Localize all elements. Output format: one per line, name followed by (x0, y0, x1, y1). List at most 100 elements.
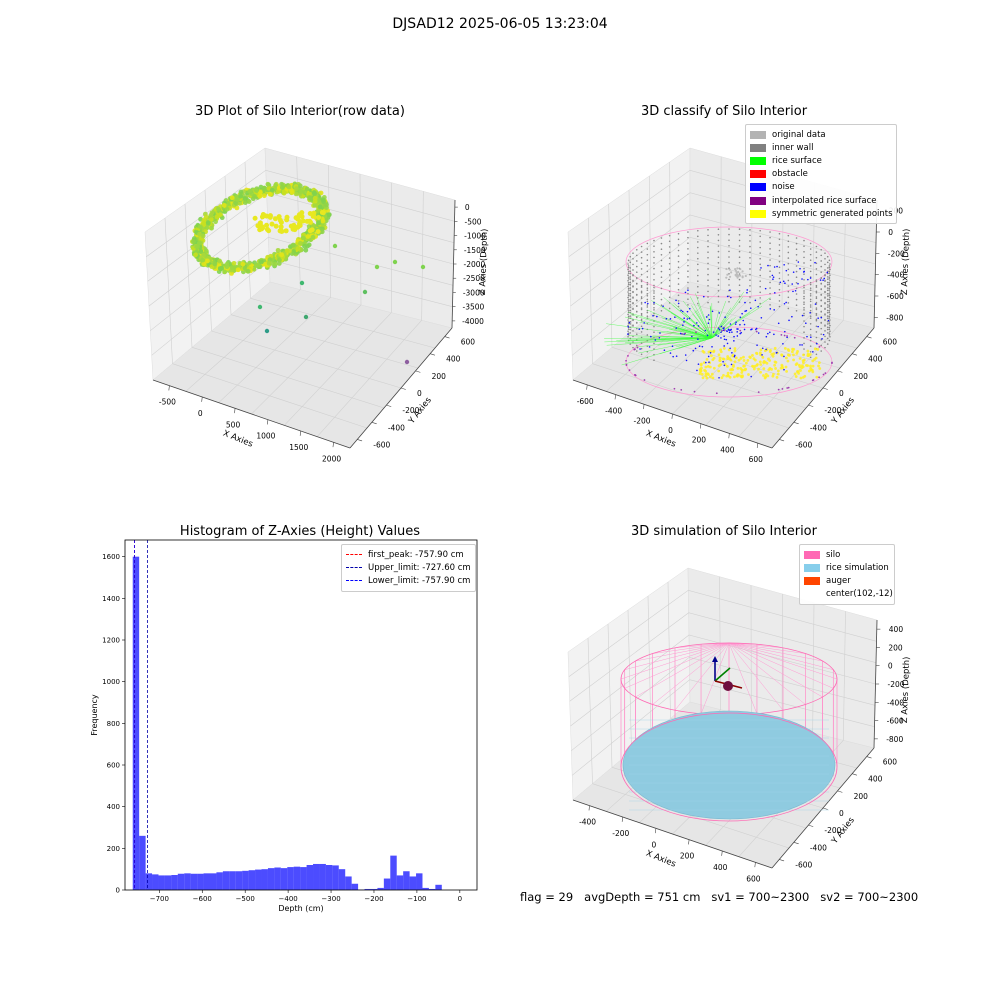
inner-wall-point (660, 242, 663, 245)
inner-wall-point (629, 261, 632, 264)
inner-wall-point (749, 279, 751, 281)
inner-wall-point (778, 294, 781, 297)
inner-wall-point (653, 267, 655, 270)
inner-wall-point (759, 257, 761, 260)
inner-wall-point (627, 265, 630, 267)
data-point (235, 197, 240, 202)
inner-wall-point (668, 290, 671, 293)
data-point (316, 215, 322, 221)
inner-wall-point (627, 274, 629, 277)
inner-wall-point (749, 234, 751, 237)
inner-wall-point (778, 266, 781, 269)
inner-wall-point (653, 278, 655, 281)
inner-wall-point (815, 284, 818, 287)
inner-wall-point (687, 304, 689, 306)
tick-mark (779, 859, 785, 862)
inner-wall-point (803, 290, 805, 292)
inner-wall-point (697, 257, 699, 260)
data-point (315, 229, 321, 235)
inner-wall-point (646, 259, 649, 262)
inner-wall-point (787, 285, 790, 287)
data-point (229, 270, 234, 276)
inner-wall-point (778, 255, 781, 257)
data-point (209, 225, 214, 231)
inner-wall-point (677, 238, 680, 241)
data-point (229, 265, 235, 271)
x-tick-label: -600 (577, 397, 594, 406)
x-tick-label: 0 (652, 840, 657, 849)
classify-plot-title: 3D classify of Silo Interior (640, 104, 808, 119)
inner-wall-point (668, 285, 671, 287)
inner-wall-point (640, 290, 643, 293)
data-point (283, 228, 289, 234)
figure-title: DJSAD12 2025-06-05 13:23:04 (392, 16, 608, 32)
inner-wall-point (809, 287, 812, 290)
data-point (201, 261, 207, 267)
inner-wall-point (687, 236, 689, 239)
inner-wall-point (629, 267, 632, 269)
inner-wall-point (697, 235, 699, 238)
data-point (286, 184, 292, 190)
inner-wall-point (632, 263, 634, 266)
inner-wall-point (653, 273, 655, 275)
inner-wall-point (778, 305, 781, 308)
inner-wall-point (769, 298, 771, 301)
data-point (272, 216, 278, 222)
x-tick-label: 400 (713, 863, 728, 872)
inner-wall-point (803, 256, 805, 259)
y-tick-label: 0 (417, 389, 422, 398)
inner-wall-point (627, 281, 630, 284)
inner-wall-point (749, 251, 751, 253)
inner-wall-point (627, 268, 629, 271)
legend-label: silo (826, 549, 841, 560)
inner-wall-point (815, 262, 818, 265)
inner-wall-point (738, 228, 741, 230)
inner-wall-point (769, 253, 771, 256)
inner-wall-point (728, 278, 730, 281)
z-tick-label: -600 (887, 292, 904, 301)
inner-wall-point (627, 285, 629, 288)
histogram-title: Histogram of Z-Axies (Height) Values (179, 524, 421, 539)
y-tick-label: -400 (388, 423, 405, 432)
data-point (291, 222, 297, 228)
z-axis-label: Z Axies (Depth) (900, 228, 912, 295)
inner-wall-point (660, 293, 663, 295)
inner-wall-point (668, 234, 671, 237)
x-tick-label: 200 (692, 436, 707, 445)
inner-wall-point (728, 256, 730, 258)
inner-wall-point (697, 274, 699, 277)
z-tick-label: 0 (888, 228, 893, 237)
data-point (257, 190, 263, 195)
inner-wall-point (668, 240, 671, 243)
inner-wall-point (769, 270, 771, 273)
inner-wall-point (815, 279, 818, 281)
inner-wall-point (769, 231, 771, 233)
inner-wall-point (717, 239, 720, 242)
inner-wall-point (629, 306, 632, 308)
data-point (216, 206, 221, 212)
y-tick-label: -600 (795, 440, 812, 449)
data-point (316, 199, 322, 204)
legend-item: silo (804, 548, 890, 561)
data-point (203, 248, 209, 254)
inner-wall-point (668, 279, 671, 282)
outlier-point (257, 304, 263, 310)
inner-wall-point (738, 289, 741, 292)
inner-wall-point (738, 239, 741, 242)
inner-wall-point (668, 251, 671, 254)
inner-wall-point (815, 251, 818, 253)
outlier-point (303, 314, 309, 320)
x-tick-label: -200 (634, 416, 651, 425)
data-point (264, 222, 270, 228)
x-tick-label: 1000 (256, 432, 275, 441)
inner-wall-point (769, 259, 771, 261)
z-tick-label: 0 (465, 203, 470, 212)
z-tick-label: -3500 (463, 303, 485, 312)
outlier-point (299, 280, 305, 286)
inner-wall-point (707, 245, 709, 248)
inner-wall-point (627, 302, 629, 305)
inner-wall-point (677, 249, 680, 252)
inner-wall-point (809, 253, 812, 256)
inner-wall-point (795, 298, 798, 301)
